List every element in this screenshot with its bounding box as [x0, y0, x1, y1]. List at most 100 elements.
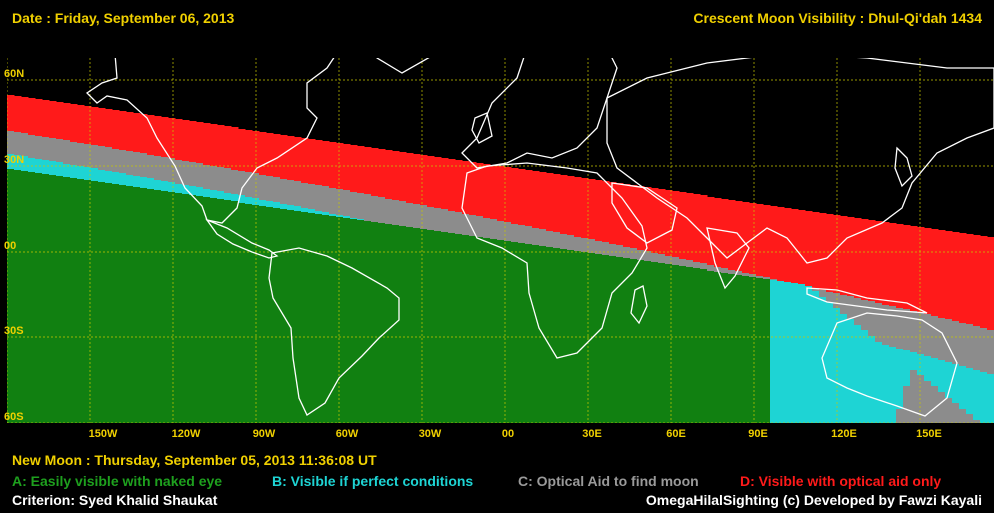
zone-b-cell — [875, 342, 883, 423]
zone-a-cell — [14, 170, 22, 423]
zone-c-cell — [896, 308, 904, 349]
zone-d-cell — [924, 228, 932, 314]
zone-d-cell — [658, 189, 666, 254]
zone-c-cell — [7, 131, 15, 154]
zone-b-cell — [14, 155, 22, 170]
zone-a-cell — [546, 247, 554, 423]
zone-a-cell — [658, 263, 666, 423]
zone-b-cell — [308, 209, 316, 213]
zone-a-cell — [476, 237, 484, 423]
zone-c-cell — [287, 180, 295, 205]
zone-c-cell — [168, 158, 176, 182]
zone-d-cell — [784, 208, 792, 282]
zone-d-cell — [581, 178, 589, 238]
zone-c-cell — [616, 245, 624, 257]
lon-label-60w: 60W — [335, 428, 359, 440]
zone-c-cell — [903, 386, 911, 423]
zone-a-cell — [378, 223, 386, 423]
zone-d-cell — [294, 137, 302, 181]
zone-c-cell — [749, 274, 757, 277]
zone-a-cell — [140, 188, 148, 423]
africa-outline — [461, 162, 648, 359]
zone-b-cell — [63, 164, 71, 177]
zone-d-cell — [630, 185, 638, 248]
world-map — [7, 58, 994, 423]
coastlines — [85, 58, 994, 417]
zone-b-cell — [336, 215, 344, 217]
zone-c-cell — [973, 420, 981, 423]
australia-outline — [821, 312, 958, 417]
zone-d-cell — [546, 173, 554, 231]
zone-d-cell — [595, 180, 603, 241]
zone-d-cell — [392, 151, 400, 200]
zone-d-cell — [406, 153, 414, 203]
zone-d-cell — [588, 179, 596, 239]
zone-a-cell — [98, 182, 106, 423]
zone-c-cell — [70, 142, 78, 165]
zone-d-cell — [945, 231, 953, 319]
zone-d-cell — [644, 187, 652, 251]
zone-c-cell — [952, 403, 960, 423]
zone-c-cell — [889, 306, 897, 347]
zone-d-cell — [427, 156, 435, 207]
zone-c-cell — [427, 207, 435, 230]
zone-d-cell — [497, 166, 505, 221]
zone-d-cell — [700, 195, 708, 263]
zone-c-cell — [924, 381, 932, 423]
zone-c-cell — [392, 200, 400, 225]
lon-label-90e: 90E — [748, 428, 768, 440]
zone-c-cell — [434, 208, 442, 231]
zone-b-cell — [798, 284, 806, 423]
zone-c-cell — [966, 324, 974, 368]
zone-d-cell — [371, 148, 379, 196]
south-america-outline — [268, 247, 400, 416]
zone-c-cell — [630, 248, 638, 259]
zone-c-cell — [945, 319, 953, 362]
zone-a-cell — [126, 186, 134, 423]
zone-a-cell — [357, 220, 365, 423]
zone-b-cell — [938, 360, 946, 392]
zone-a-cell — [112, 184, 120, 423]
lon-label-120w: 120W — [171, 428, 201, 440]
zone-d-cell — [714, 198, 722, 267]
zone-d-cell — [623, 184, 631, 247]
zone-c-cell — [441, 209, 449, 232]
zone-d-cell — [385, 150, 393, 199]
zone-b-cell — [259, 200, 267, 206]
zone-d-cell — [35, 99, 43, 136]
zone-a-cell — [532, 245, 540, 423]
lon-label-150e: 150E — [916, 428, 942, 440]
zone-a-cell — [525, 244, 533, 423]
zone-a-cell — [700, 269, 708, 423]
zone-d-cell — [987, 237, 994, 330]
lon-label-30w: 30W — [418, 428, 442, 440]
lon-label-120e: 120E — [831, 428, 857, 440]
zone-d-cell — [756, 204, 764, 276]
zone-b-cell — [98, 170, 106, 182]
zone-c-cell — [938, 318, 946, 360]
zone-c-cell — [679, 259, 687, 266]
zone-a-cell — [133, 187, 141, 423]
zone-a-cell — [266, 207, 274, 423]
zone-d-cell — [280, 135, 288, 179]
zone-a-cell — [728, 274, 736, 423]
zone-a-cell — [287, 210, 295, 423]
zone-a-cell — [721, 273, 729, 423]
zone-d-cell — [364, 147, 372, 194]
criterion-label: Criterion: Syed Khalid Shaukat — [12, 492, 218, 508]
zone-c-cell — [42, 137, 50, 160]
zone-d-cell — [980, 236, 988, 328]
zone-d-cell — [539, 172, 547, 229]
zone-a-cell — [392, 225, 400, 423]
zone-a-cell — [651, 262, 659, 423]
zone-c-cell — [455, 212, 463, 234]
zone-a-cell — [189, 195, 197, 423]
zone-c-cell — [742, 273, 750, 276]
zone-c-cell — [518, 225, 526, 243]
zone-b-cell — [28, 158, 36, 172]
zone-d-cell — [903, 225, 911, 309]
lat-label-30n: 30N — [4, 154, 25, 166]
europe-outline — [461, 58, 618, 169]
zone-a-cell — [385, 224, 393, 423]
zone-d-cell — [217, 125, 225, 167]
